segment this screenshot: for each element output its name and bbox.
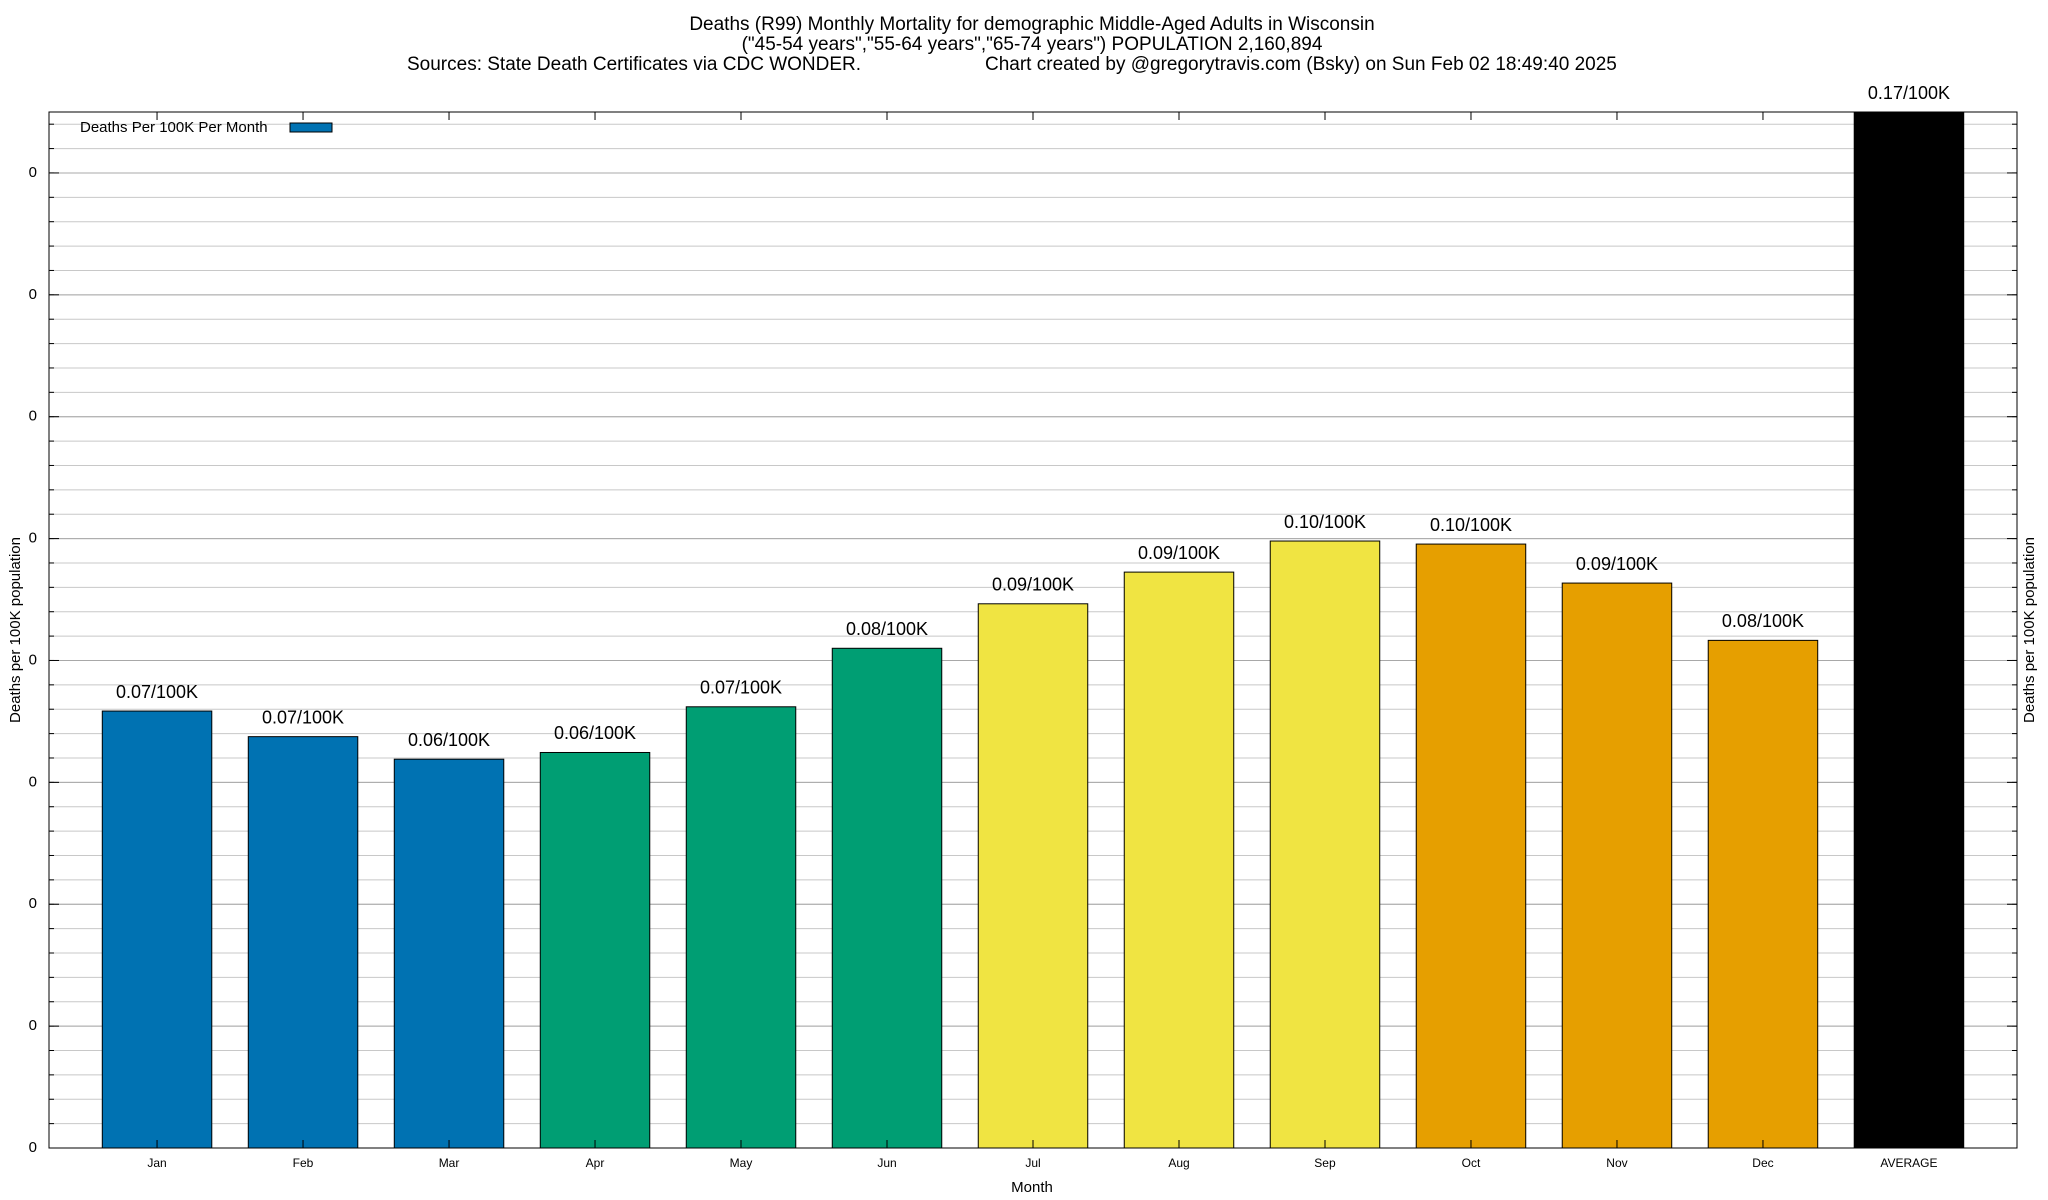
value-label: 0.10/100K — [1284, 512, 1366, 532]
value-label: 0.08/100K — [846, 619, 928, 639]
y-tick-label: 0 — [29, 408, 37, 425]
x-tick-label: Nov — [1606, 1156, 1627, 1170]
chart-subtitle: ("45-54 years","55-64 years","65-74 year… — [742, 34, 1323, 55]
value-label: 0.09/100K — [1576, 554, 1658, 574]
bar — [831, 647, 943, 1149]
bar — [101, 710, 213, 1149]
value-label: 0.08/100K — [1722, 611, 1804, 631]
value-label: 0.09/100K — [992, 575, 1074, 595]
legend-label: Deaths Per 100K Per Month — [80, 119, 268, 136]
x-tick-label: Dec — [1752, 1156, 1773, 1170]
y-tick-label: 0 — [29, 1139, 37, 1156]
bar — [1561, 582, 1673, 1149]
value-label: 0.07/100K — [700, 678, 782, 698]
x-tick-label: Feb — [293, 1156, 314, 1170]
chart-source: Sources: State Death Certificates via CD… — [407, 54, 861, 75]
value-label: 0.07/100K — [116, 682, 198, 702]
bar — [685, 706, 797, 1149]
x-tick-label: Oct — [1462, 1156, 1481, 1170]
y2-axis-label: Deaths per 100K population — [2021, 537, 2038, 723]
bar — [1707, 639, 1819, 1149]
bar — [1415, 543, 1527, 1149]
x-tick-label: Sep — [1314, 1156, 1336, 1170]
chart-credit: Chart created by @gregorytravis.com (Bsk… — [985, 54, 1617, 75]
bar — [247, 736, 359, 1149]
y-tick-label: 0 — [29, 530, 37, 547]
y-tick-label: 0 — [29, 895, 37, 912]
bar — [1123, 571, 1235, 1149]
bar — [393, 758, 505, 1149]
plot-frame — [48, 111, 2018, 1149]
x-tick-label: May — [730, 1156, 753, 1170]
value-label: 0.06/100K — [554, 723, 636, 743]
y-tick-label: 0 — [29, 651, 37, 668]
x-tick-label: Jun — [877, 1156, 896, 1170]
y-tick-label: 0 — [29, 164, 37, 181]
x-tick-label: Jan — [147, 1156, 166, 1170]
bar — [977, 603, 1089, 1149]
value-label: 0.06/100K — [408, 730, 490, 750]
x-tick-label: Jul — [1025, 1156, 1040, 1170]
x-tick-label: Apr — [586, 1156, 605, 1170]
legend-swatch — [289, 122, 333, 133]
value-label: 0.07/100K — [262, 707, 344, 727]
bar — [1269, 540, 1381, 1149]
x-axis-label: Month — [1011, 1179, 1053, 1196]
x-tick-label: AVERAGE — [1880, 1156, 1937, 1170]
x-tick-label: Mar — [439, 1156, 460, 1170]
y-axis-label: Deaths per 100K population — [7, 537, 24, 723]
chart-title: Deaths (R99) Monthly Mortality for demog… — [689, 14, 1374, 35]
value-label: 0.09/100K — [1138, 543, 1220, 563]
value-label: 0.17/100K — [1868, 83, 1950, 103]
bar — [1853, 111, 1965, 1149]
value-label: 0.10/100K — [1430, 515, 1512, 535]
y-tick-label: 0 — [29, 773, 37, 790]
y-tick-label: 0 — [29, 1017, 37, 1034]
x-tick-label: Aug — [1168, 1156, 1189, 1170]
y-tick-label: 0 — [29, 286, 37, 303]
bar — [539, 751, 651, 1149]
